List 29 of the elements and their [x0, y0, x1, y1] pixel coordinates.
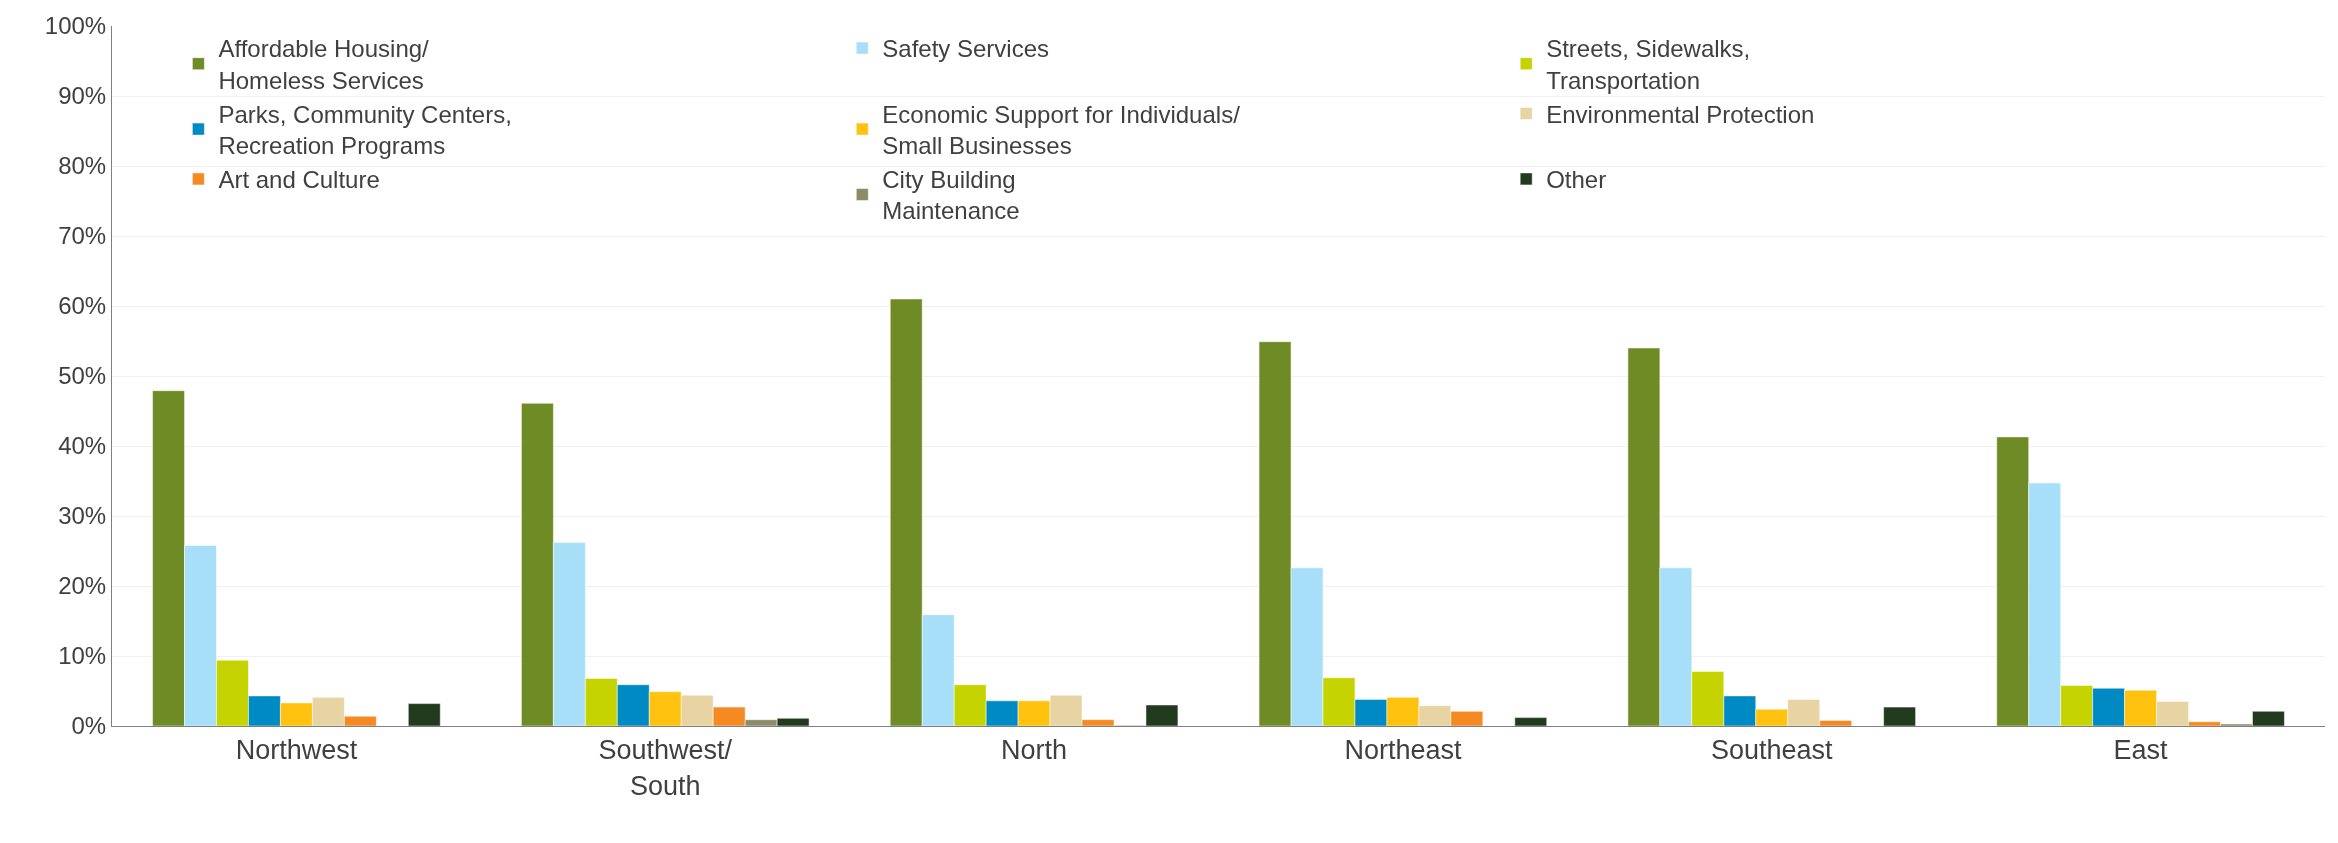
- x-tick-label: East: [2113, 735, 2169, 766]
- y-tick-label: 100%: [44, 12, 107, 40]
- y-tick-label: 10%: [58, 642, 107, 670]
- legend-label: Environmental Protection: [1546, 100, 1815, 128]
- y-tick-label: 40%: [58, 432, 107, 460]
- y-tick-label: 90%: [58, 82, 107, 110]
- x-tick-label: Northeast: [1344, 735, 1462, 766]
- x-tick-label: Southeast: [1710, 735, 1834, 766]
- y-tick-label: 70%: [58, 222, 107, 250]
- x-tick-label: Northwest: [235, 735, 358, 766]
- x-tick-label: North: [1001, 735, 1068, 766]
- bar: [1514, 717, 1548, 726]
- legend-label: Other: [1546, 166, 1607, 194]
- bar: [408, 703, 441, 726]
- y-tick-label: 80%: [58, 152, 107, 180]
- legend-label: Streets, Sidewalks, Transportation: [1546, 35, 1751, 94]
- legend-label: Affordable Housing/ Homeless Services: [218, 35, 430, 94]
- legend-label: Parks, Community Centers, Recreation Programs: [218, 100, 512, 160]
- y-tick-label: 30%: [58, 502, 107, 530]
- legend-label: City Building Maintenance: [882, 166, 1020, 225]
- y-tick-label: 60%: [58, 292, 107, 320]
- x-tick-label: Southwest/ South: [598, 735, 733, 801]
- legend-label: Economic Support for Individuals/ Small Businesses: [882, 100, 1241, 160]
- legend-label: Art and Culture: [218, 166, 380, 194]
- bar: [1883, 706, 1916, 726]
- y-tick-label: 0%: [71, 712, 107, 740]
- y-tick-label: 50%: [58, 362, 107, 390]
- y-tick-label: 20%: [58, 572, 107, 600]
- legend-label: Safety Services: [882, 35, 1050, 63]
